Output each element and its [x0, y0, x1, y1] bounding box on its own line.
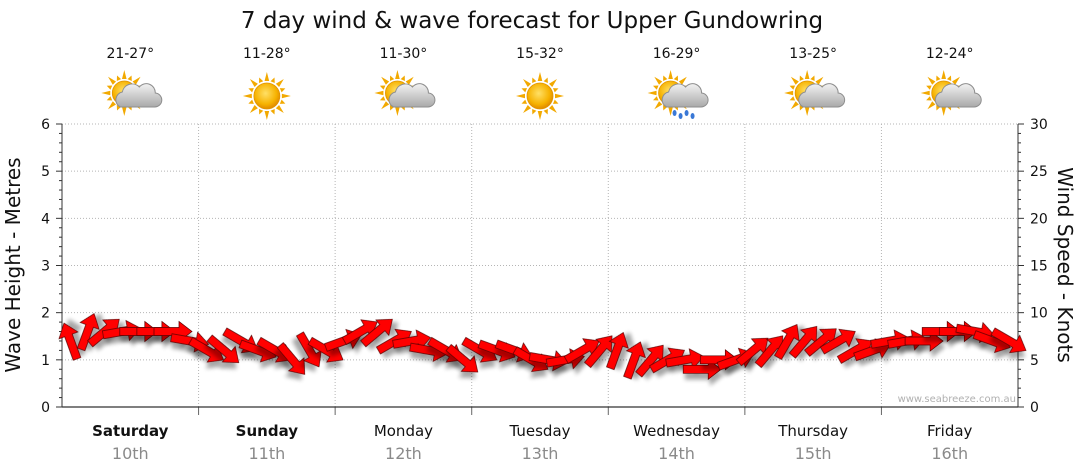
y-tick-label-right: 0 — [1030, 400, 1039, 416]
day-label: Saturday — [92, 422, 169, 440]
chart-grid — [62, 123, 1018, 407]
y-tick-label-right: 25 — [1030, 164, 1048, 180]
partly-cloudy-icon — [374, 70, 436, 116]
day-label: Wednesday — [633, 422, 720, 440]
wind-arrow — [665, 348, 705, 370]
wind-arrow — [788, 326, 818, 359]
wind-arrow — [188, 336, 225, 363]
day-temperature: 15-32° — [516, 46, 564, 62]
wind-arrow — [584, 335, 613, 369]
day-label: Tuesday — [508, 422, 570, 440]
date-label: 10th — [112, 444, 149, 463]
date-label: 16th — [931, 444, 968, 463]
date-label: 12th — [385, 444, 422, 463]
y-tick-label-left: 2 — [41, 306, 50, 322]
showers-icon — [647, 70, 709, 119]
day-label: Sunday — [236, 422, 299, 440]
wind-arrow — [58, 322, 82, 361]
y-tick-label-left: 5 — [41, 164, 50, 180]
credit-text: www.seabreeze.com.au — [898, 394, 1016, 405]
wind-arrow — [206, 334, 240, 363]
wind-arrow — [990, 327, 1027, 354]
sunny-icon — [516, 72, 564, 120]
y-tick-label-right: 15 — [1030, 259, 1048, 275]
date-label: 15th — [795, 444, 832, 463]
day-temperature: 13-25° — [789, 46, 837, 62]
y-tick-label-left: 0 — [41, 400, 50, 416]
partly-cloudy-icon — [784, 70, 846, 116]
wind-arrow — [635, 344, 664, 378]
wind-arrow — [682, 358, 722, 381]
chart-axes: 0 1 2 3 4 5 6 0 5 10 15 20 25 30 — [41, 117, 1048, 416]
date-label: 11th — [248, 444, 285, 463]
y-tick-label-left: 1 — [41, 353, 50, 369]
day-temperature: 11-30° — [380, 46, 428, 62]
wind-arrows — [58, 313, 1027, 381]
y-axis-label-left: Wave Height - Metres — [1, 157, 25, 372]
day-temperature: 12-24° — [926, 46, 974, 62]
y-tick-label-left: 4 — [41, 211, 50, 227]
sunny-icon — [242, 72, 291, 120]
wind-arrow — [804, 328, 837, 357]
y-tick-label-left: 3 — [41, 259, 50, 275]
wind-arrow — [623, 341, 646, 380]
wind-arrow — [296, 331, 322, 368]
wind-arrow — [445, 344, 479, 373]
y-axis-label-right: Wind Speed - Knots — [1053, 167, 1077, 363]
day-label: Friday — [927, 422, 973, 440]
y-tick-label-right: 10 — [1030, 306, 1048, 322]
day-temperature: 16-29° — [653, 46, 701, 62]
y-tick-label-right: 5 — [1030, 353, 1039, 369]
chart-title: 7 day wind & wave forecast for Upper Gun… — [241, 8, 823, 34]
partly-cloudy-icon — [101, 70, 163, 116]
wind-arrow — [904, 330, 944, 352]
day-label: Thursday — [777, 422, 848, 440]
wind-arrow — [735, 337, 769, 367]
wind-arrow — [774, 324, 800, 360]
wind-arrow — [307, 336, 344, 363]
date-label: 14th — [658, 444, 695, 463]
wind-arrow — [606, 332, 629, 371]
y-tick-label-right: 20 — [1030, 211, 1048, 227]
wind-arrow — [276, 342, 306, 375]
y-tick-label-left: 6 — [41, 117, 50, 133]
wind-arrow — [76, 313, 100, 352]
day-label: Monday — [374, 422, 433, 440]
wind-arrow — [360, 318, 393, 348]
day-temperature: 11-28° — [243, 46, 291, 62]
day-temperature: 21-27° — [106, 46, 154, 62]
day-headers: 21-27° Saturday 10th 11-28° Sunday 11th 11-30°… — [92, 46, 982, 463]
partly-cloudy-icon — [920, 70, 982, 116]
date-label: 13th — [522, 444, 559, 463]
wind-arrow — [819, 328, 856, 355]
y-tick-label-right: 30 — [1030, 117, 1048, 133]
